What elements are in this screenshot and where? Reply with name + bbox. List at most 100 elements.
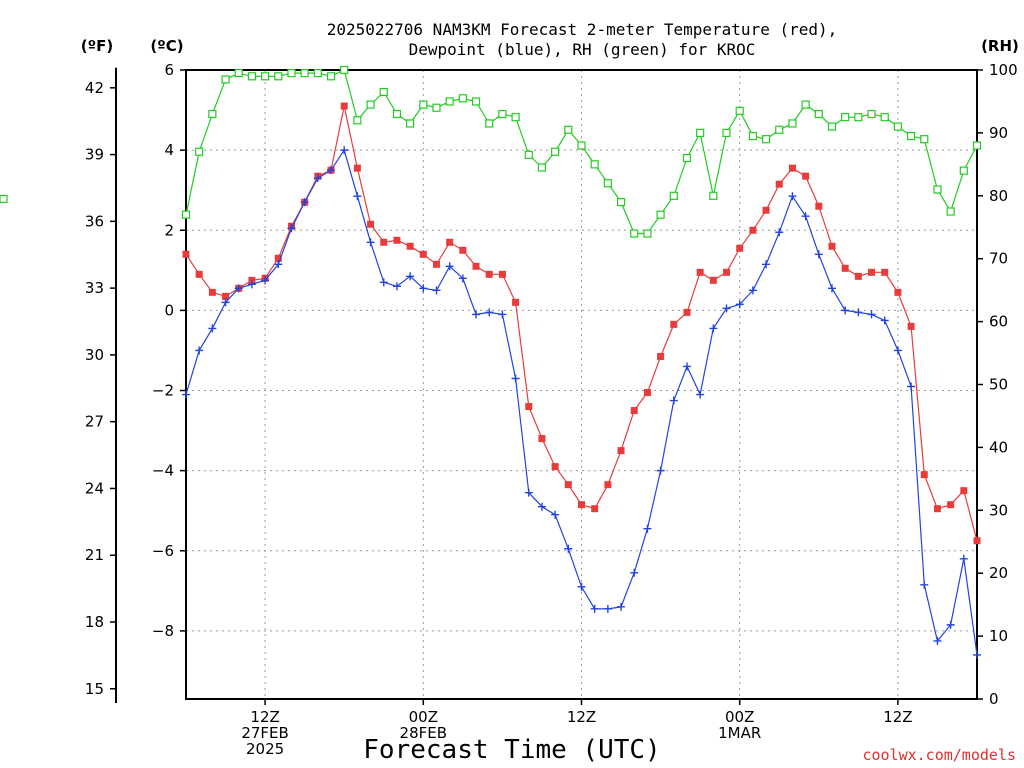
dewpoint-point — [353, 192, 362, 201]
rh-point — [208, 109, 217, 119]
x-axis-title: Forecast Time (UTC) — [363, 735, 660, 765]
rh-point — [920, 135, 929, 144]
rh-point — [959, 166, 968, 175]
rh-point — [906, 131, 916, 141]
rh-tick-label: 80 — [989, 187, 1008, 205]
dewpoint-point — [656, 466, 665, 475]
dewpoint-point — [564, 544, 573, 553]
dewpoint-point — [234, 284, 243, 293]
rh-tick-label: 40 — [989, 438, 1008, 456]
dewpoint-point — [590, 604, 599, 613]
dewpoint-point — [577, 582, 586, 591]
x-tick-label: 12Z — [250, 708, 279, 726]
rh-point — [326, 72, 336, 81]
x-tick-label: 12Z — [567, 708, 596, 726]
temperature-point — [881, 268, 889, 276]
x-tick-label: 00Z — [725, 708, 754, 726]
rh-point — [181, 210, 191, 219]
temperature-point — [406, 242, 414, 250]
temperature-point — [222, 292, 230, 300]
dewpoint-point — [775, 228, 784, 237]
rh-point — [458, 94, 467, 103]
temperature-point — [432, 260, 440, 268]
fahrenheit-tick-label: 42 — [85, 79, 104, 97]
rh-tick-label: 0 — [989, 690, 999, 708]
dewpoint-point — [748, 286, 757, 295]
fahrenheit-tick-label: 39 — [85, 146, 104, 164]
dewpoint-point — [327, 166, 336, 175]
rh-point — [682, 153, 692, 163]
temperature-point — [472, 262, 480, 270]
dewpoint-point — [762, 260, 771, 269]
celsius-tick-label: 2 — [164, 221, 174, 239]
grid — [186, 70, 977, 699]
dewpoint-point — [814, 250, 823, 259]
dewpoint-point — [630, 568, 639, 577]
rh-point — [366, 100, 375, 109]
axes — [110, 67, 983, 705]
fahrenheit-tick-label: 36 — [85, 212, 104, 230]
rh-point — [445, 97, 454, 106]
temperature-point — [696, 268, 704, 276]
rh-point — [814, 109, 823, 119]
celsius-axis-unit: (ºC) — [150, 37, 183, 55]
rh-point — [616, 197, 626, 207]
dewpoint-point — [313, 174, 322, 183]
rh-point — [564, 125, 573, 134]
temperature-point — [485, 270, 493, 278]
dewpoint-point — [419, 284, 428, 293]
rh-point — [537, 163, 547, 172]
dewpoint-point — [472, 310, 481, 319]
rh-point — [261, 72, 270, 81]
fahrenheit-tick-label: 30 — [85, 346, 104, 364]
x-tick-label: 12Z — [883, 708, 912, 726]
dewpoint-point — [946, 620, 955, 629]
rh-point — [761, 135, 771, 144]
dewpoint-point — [221, 298, 230, 307]
rh-point — [392, 109, 402, 119]
dewpoint-point — [247, 280, 256, 289]
dewpoint-point — [458, 274, 467, 283]
dewpoint-point — [617, 602, 626, 611]
rh-tick-label: 10 — [989, 627, 1008, 645]
dewpoint-point — [300, 198, 309, 207]
dewpoint-point — [893, 346, 902, 355]
temperature-point — [802, 172, 810, 180]
dewpoint-point — [379, 278, 388, 287]
dewpoint-point — [366, 238, 375, 247]
temperature-point — [578, 501, 585, 509]
dewpoint-point — [907, 382, 916, 391]
temperature-point — [907, 322, 915, 330]
x-tick-label: 28FEB — [400, 724, 447, 742]
rh-point — [498, 109, 507, 119]
dewpoint-point — [788, 192, 797, 201]
rh-point — [775, 125, 784, 134]
temperature-point — [854, 272, 862, 280]
temperature-point — [564, 481, 572, 489]
celsius-tick-label: 0 — [164, 301, 174, 319]
rh-tick-label: 60 — [989, 313, 1008, 331]
temperature-point — [960, 487, 968, 495]
dewpoint-point — [182, 390, 190, 399]
rh-point — [313, 69, 322, 78]
plot-series — [0, 65, 982, 659]
dewpoint-point — [524, 488, 533, 497]
rh-point — [551, 147, 560, 156]
fahrenheit-tick-label: 27 — [85, 413, 104, 431]
temperature-point — [815, 202, 823, 210]
temperature-point — [973, 537, 981, 545]
dewpoint-point — [867, 310, 876, 319]
dewpoint-point — [841, 306, 850, 315]
rh-point — [946, 207, 955, 216]
temperature-point — [920, 471, 928, 479]
dewpoint-point — [933, 636, 942, 645]
rh-point — [0, 194, 8, 204]
x-tick-label: 00Z — [409, 708, 438, 726]
dewpoint-point — [340, 146, 349, 155]
celsius-tick-label: −4 — [152, 462, 174, 480]
temperature-point — [208, 288, 216, 296]
rh-point — [300, 69, 309, 78]
dewpoint-point — [551, 510, 560, 519]
rh-point — [379, 87, 388, 97]
